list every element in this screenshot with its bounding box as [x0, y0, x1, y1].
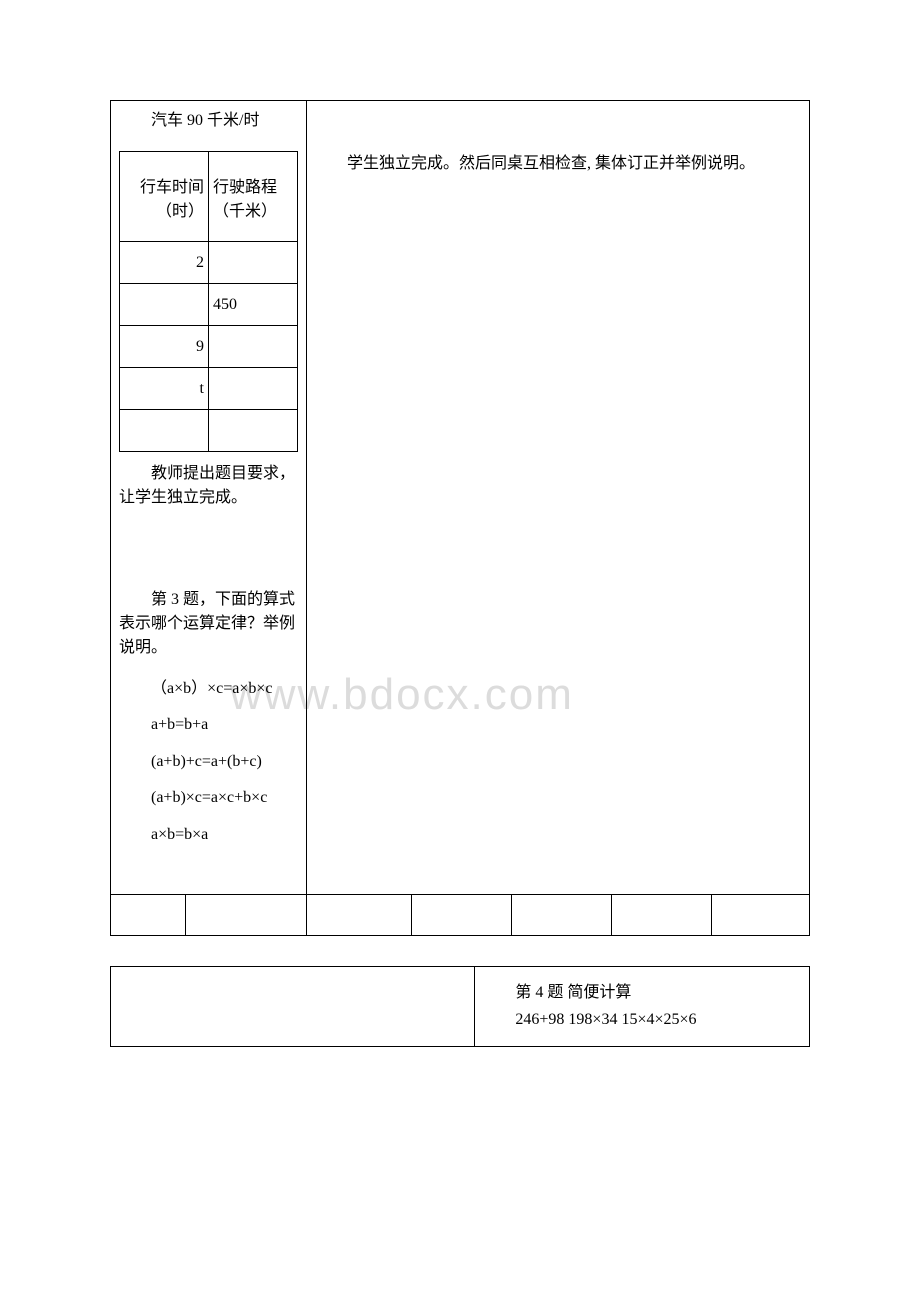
- right-column: 学生独立完成。然后同桌互相检查, 集体订正并举例说明。: [307, 101, 809, 894]
- equation-2: a+b=b+a: [119, 714, 298, 736]
- question-4-row: 第 4 题 简便计算 246+98 198×34 15×4×25×6: [111, 966, 810, 1046]
- bottom-cell-3: [307, 895, 412, 935]
- equation-5: a×b=b×a: [119, 824, 298, 846]
- bottom-cell-7: [712, 895, 809, 935]
- equation-1-text: （a×b）×c=a×b×c: [119, 680, 273, 697]
- question-4-left-cell: [111, 966, 475, 1046]
- cell-distance-1: [209, 242, 298, 284]
- table-header-row: 行车时间（时） 行驶路程（千米）: [120, 152, 298, 242]
- car-speed-value: 汽车 90 千米/时: [151, 112, 259, 129]
- question-4-table: 第 4 题 简便计算 246+98 198×34 15×4×25×6: [110, 966, 810, 1047]
- cell-distance-4: [209, 368, 298, 410]
- main-content-row: 汽车 90 千米/时 行车时间（时） 行驶路程（千米） 2 450 9: [111, 101, 809, 895]
- bottom-cell-1: [111, 895, 186, 935]
- equation-3-text: (a+b)+c=a+(b+c): [119, 753, 262, 770]
- teacher-note: 教师提出题目要求，让学生独立完成。: [119, 462, 298, 510]
- cell-distance-3: [209, 326, 298, 368]
- equation-4: (a+b)×c=a×c+b×c: [119, 787, 298, 809]
- bottom-cell-5: [512, 895, 612, 935]
- cell-time-4: t: [120, 368, 209, 410]
- equation-4-text: (a+b)×c=a×c+b×c: [119, 789, 267, 806]
- cell-distance-2: 450: [209, 284, 298, 326]
- left-column: 汽车 90 千米/时 行车时间（时） 行驶路程（千米） 2 450 9: [111, 101, 307, 894]
- car-speed-text: 汽车 90 千米/时: [119, 109, 298, 133]
- question-4-title: 第 4 题 简便计算: [483, 979, 801, 1006]
- equation-3: (a+b)+c=a+(b+c): [119, 751, 298, 773]
- question-3-intro: 第 3 题，下面的算式表示哪个运算定律？举例说明。: [119, 588, 298, 660]
- student-instruction: 学生独立完成。然后同桌互相检查, 集体订正并举例说明。: [315, 151, 801, 177]
- bottom-empty-row: [111, 895, 809, 935]
- bottom-cell-4: [412, 895, 512, 935]
- table-row: 9: [120, 326, 298, 368]
- question-4-content: 246+98 198×34 15×4×25×6: [483, 1006, 801, 1033]
- equation-1: （a×b）×c=a×b×c: [119, 678, 298, 700]
- header-distance: 行驶路程（千米）: [209, 152, 298, 242]
- table-row: t: [120, 368, 298, 410]
- table-row: 2: [120, 242, 298, 284]
- cell-time-2: [120, 284, 209, 326]
- cell-time-1: 2: [120, 242, 209, 284]
- travel-data-table: 行车时间（时） 行驶路程（千米） 2 450 9 t: [119, 151, 298, 452]
- table-row: [120, 410, 298, 452]
- bottom-cell-2: [186, 895, 307, 935]
- cell-time-3: 9: [120, 326, 209, 368]
- bottom-cell-6: [612, 895, 712, 935]
- table-row: 450: [120, 284, 298, 326]
- cell-distance-5: [209, 410, 298, 452]
- cell-time-5: [120, 410, 209, 452]
- vertical-gap: [119, 528, 298, 588]
- header-time: 行车时间（时）: [120, 152, 209, 242]
- question-4-right-cell: 第 4 题 简便计算 246+98 198×34 15×4×25×6: [475, 966, 810, 1046]
- main-document-table: 汽车 90 千米/时 行车时间（时） 行驶路程（千米） 2 450 9: [110, 100, 810, 936]
